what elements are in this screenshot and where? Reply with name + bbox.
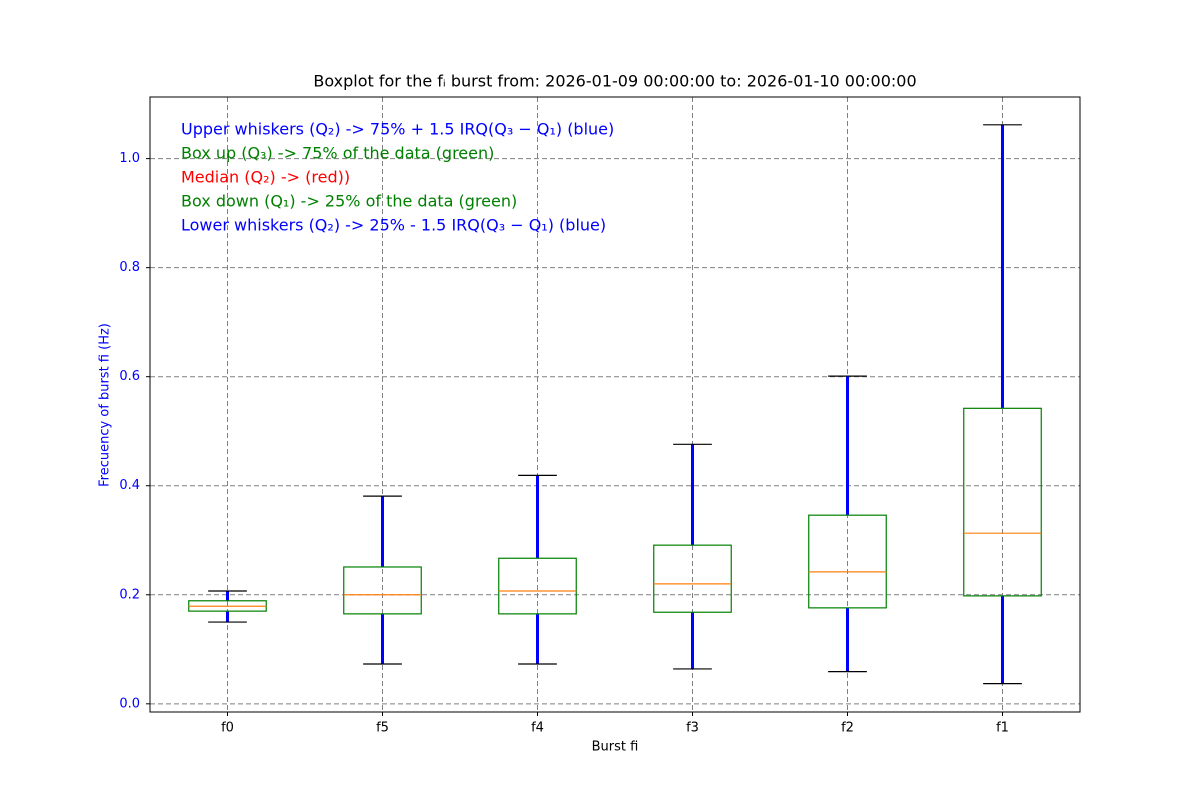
y-axis-label: Frecuency of burst fi (Hz)	[98, 323, 113, 487]
x-tick-label: f0	[221, 721, 234, 736]
y-tick-label: 0.0	[119, 696, 140, 711]
annotation: Lower whiskers (Q₂) -> 25% - 1.5 IRQ(Q₃ …	[181, 216, 606, 235]
x-tick-label: f4	[531, 721, 544, 736]
x-tick-label: f5	[376, 721, 389, 736]
x-axis-label: Burst fi	[592, 740, 639, 755]
box	[963, 407, 1042, 597]
annotation: Upper whiskers (Q₂) -> 75% + 1.5 IRQ(Q₃ …	[181, 120, 614, 139]
chart-title: Boxplot for the fᵢ burst from: 2026-01-0…	[313, 72, 916, 91]
box	[498, 557, 577, 615]
annotation: Median (Q₂) -> (red))	[181, 168, 350, 187]
box	[808, 514, 887, 609]
y-tick-label: 0.2	[119, 587, 140, 602]
annotation: Box down (Q₁) -> 25% of the data (green)	[181, 192, 517, 211]
x-tick-label: f3	[686, 721, 699, 736]
box	[653, 544, 732, 613]
x-tick-label: f2	[841, 721, 854, 736]
plot-frame	[149, 96, 1081, 713]
y-tick-label: 1.0	[119, 151, 140, 166]
y-tick-label: 0.8	[119, 260, 140, 275]
x-tick-label: f1	[996, 721, 1009, 736]
y-tick-label: 0.6	[119, 369, 140, 384]
annotation: Box up (Q₃) -> 75% of the data (green)	[181, 144, 494, 163]
box	[343, 566, 422, 615]
y-tick-label: 0.4	[119, 478, 140, 493]
